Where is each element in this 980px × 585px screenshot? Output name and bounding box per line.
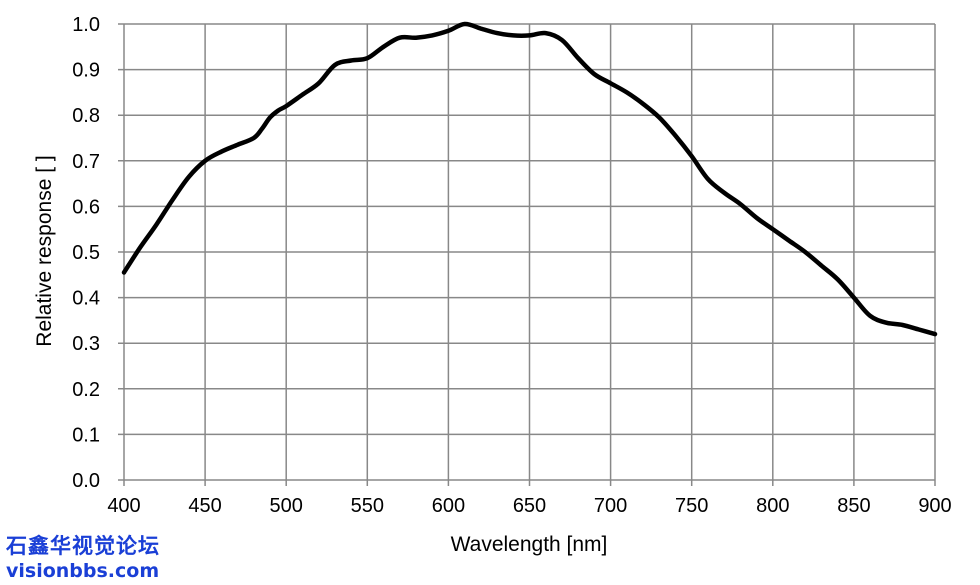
y-tick-label: 0.2 (72, 379, 100, 401)
y-tick-labels: 0.0 0.1 0.2 0.3 0.4 0.5 0.6 0.7 0.8 0.9 1.0 (72, 14, 100, 492)
x-tick-label: 850 (837, 495, 870, 517)
x-tick-label: 750 (675, 495, 708, 517)
x-tick-label: 800 (756, 495, 789, 517)
x-tick-labels: 400 450 500 550 600 650 700 750 800 850 900 (107, 495, 951, 517)
y-tick-label: 1.0 (72, 14, 100, 36)
x-axis-title: Wavelength [nm] (451, 533, 608, 556)
y-tick-label: 0.4 (72, 288, 100, 310)
grid (118, 23, 936, 486)
x-tick-label: 550 (351, 495, 384, 517)
x-tick-label: 400 (107, 495, 140, 517)
x-tick-label: 600 (432, 495, 465, 517)
y-tick-label: 0.7 (72, 151, 100, 173)
x-tick-label: 500 (270, 495, 303, 517)
x-tick-label: 450 (188, 495, 221, 517)
x-tick-label: 650 (513, 495, 546, 517)
y-axis-title: Relative response [ ] (33, 155, 56, 346)
y-tick-label: 0.9 (72, 60, 100, 82)
y-tick-label: 0.6 (72, 196, 100, 218)
y-tick-label: 0.1 (72, 424, 100, 446)
y-tick-label: 0.3 (72, 333, 100, 355)
response-curve (121, 21, 938, 337)
x-tick-label: 900 (918, 495, 951, 517)
watermark-title: 石鑫华视觉论坛 (6, 534, 160, 558)
y-tick-label: 0.5 (72, 242, 100, 264)
x-tick-label: 700 (594, 495, 627, 517)
y-tick-label: 0.0 (72, 470, 100, 492)
y-tick-label: 0.8 (72, 105, 100, 127)
watermark-url: visionbbs.com (6, 560, 160, 582)
